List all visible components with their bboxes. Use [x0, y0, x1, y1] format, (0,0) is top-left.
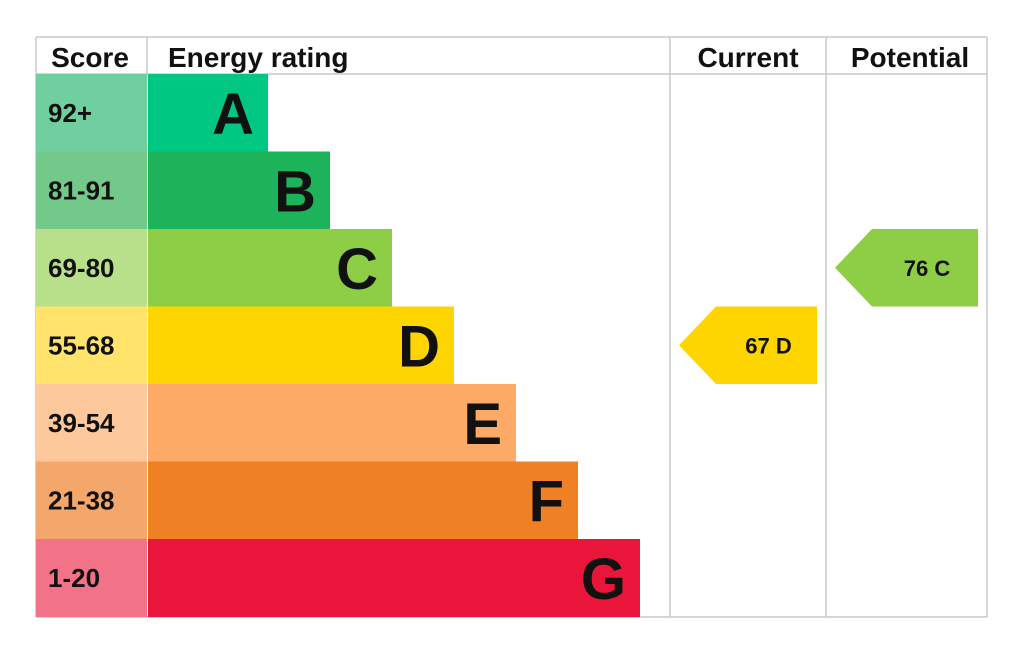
- score-label-a: 92+: [48, 98, 92, 128]
- score-cell-a: [36, 74, 147, 152]
- score-label-c: 69-80: [48, 253, 115, 283]
- score-label-g: 1-20: [48, 563, 100, 593]
- rating-bar-g: [148, 539, 640, 617]
- score-label-f: 21-38: [48, 485, 115, 515]
- potential-rating-label: 76 C: [904, 256, 951, 281]
- header-energy-rating: Energy rating: [168, 42, 348, 73]
- rating-bar-b: [148, 151, 330, 230]
- rating-bar-c: [148, 229, 392, 307]
- header-score: Score: [51, 42, 129, 73]
- rating-bar-d: [148, 306, 454, 385]
- score-cell-e: [36, 384, 147, 462]
- score-label-e: 39-54: [48, 408, 115, 438]
- rating-letter-e: E: [463, 392, 502, 457]
- rating-letter-f: F: [529, 469, 564, 534]
- score-cell-g: [36, 539, 147, 617]
- header-potential: Potential: [851, 42, 969, 73]
- score-cell-d: [36, 306, 147, 385]
- rating-bar-a: [148, 74, 268, 152]
- score-cell-b: [36, 151, 147, 230]
- rating-letter-c: C: [336, 237, 378, 302]
- rating-letter-g: G: [581, 547, 626, 612]
- rating-letter-b: B: [274, 159, 316, 224]
- rating-letter-a: A: [212, 82, 254, 147]
- rating-arrows: 67 D 76 C: [679, 229, 978, 384]
- header-current: Current: [697, 42, 798, 73]
- score-label-b: 81-91: [48, 175, 115, 205]
- rating-bar-f: [148, 461, 578, 540]
- score-cell-f: [36, 461, 147, 540]
- rating-bar-e: [148, 384, 516, 462]
- score-label-d: 55-68: [48, 330, 115, 360]
- current-rating-arrow: [679, 306, 817, 384]
- rating-bands: 92+ A 81-91 B 69-80 C 55-68 D 39-54 E 21-38 F 1-20 G: [36, 74, 640, 617]
- score-cell-c: [36, 229, 147, 307]
- current-rating-label: 67 D: [745, 333, 791, 358]
- rating-letter-d: D: [398, 314, 440, 379]
- potential-rating-arrow: [835, 229, 978, 307]
